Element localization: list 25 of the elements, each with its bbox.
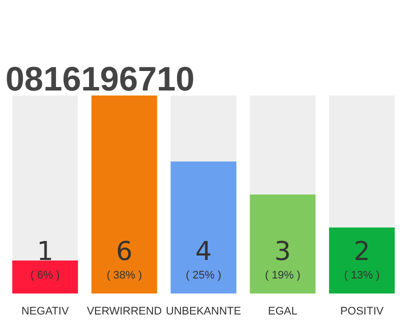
bar	[170, 96, 236, 162]
annotation: ( 19% )	[264, 270, 300, 282]
bar	[250, 194, 316, 294]
bar	[250, 96, 316, 194]
annotation: ( 13% )	[344, 270, 380, 282]
data-label: 2	[354, 237, 370, 267]
annotation: ( 38% )	[106, 270, 142, 282]
bar	[329, 228, 395, 294]
data-label: 6	[116, 237, 133, 267]
bar	[91, 96, 158, 294]
annotation: ( 6% )	[30, 270, 60, 282]
x-tick-label: UNBEKANNTE	[166, 306, 242, 318]
data-label: 1	[36, 237, 54, 267]
chart-title: 0816196710	[6, 60, 195, 98]
bar	[12, 260, 78, 294]
annotation: ( 25% )	[186, 270, 222, 282]
data-label: 3	[274, 237, 291, 267]
bar	[170, 162, 236, 294]
x-tick-label: EGAL	[268, 306, 298, 318]
x-tick-label: VERWIRREND	[86, 306, 162, 318]
bar	[12, 96, 78, 260]
bar	[329, 96, 395, 228]
data-label: 4	[195, 237, 212, 267]
x-tick-label: NEGATIV	[21, 306, 70, 318]
x-tick-label: POSITIV	[340, 306, 384, 318]
